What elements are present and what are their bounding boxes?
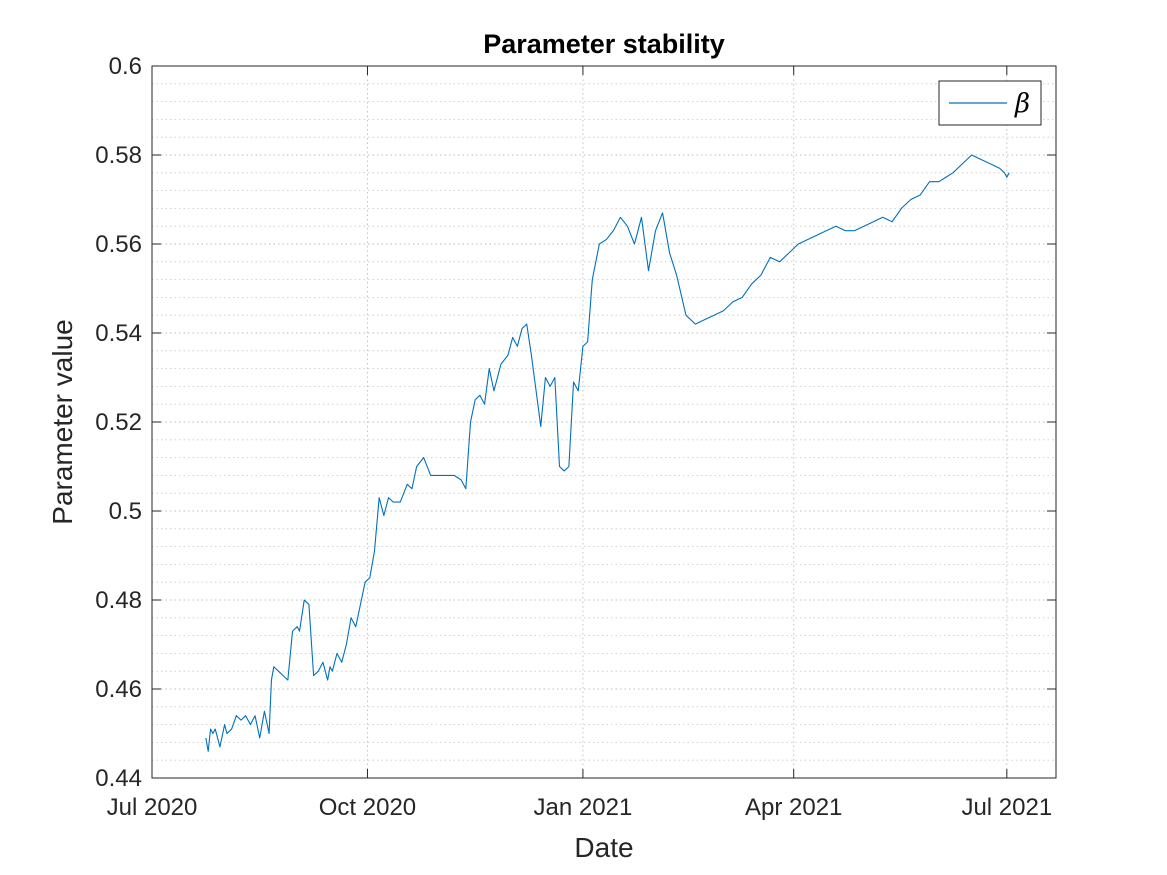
x-tick-label: Jan 2021: [534, 794, 633, 821]
y-tick-label: 0.48: [95, 587, 142, 614]
x-tick-label: Apr 2021: [745, 794, 842, 821]
y-axis-label: Parameter value: [47, 319, 78, 524]
x-tick-label: Jul 2021: [961, 794, 1052, 821]
y-tick-label: 0.6: [109, 53, 142, 80]
y-tick-label: 0.46: [95, 676, 142, 703]
plot-area: [152, 66, 1056, 778]
y-tick-label: 0.56: [95, 231, 142, 258]
axis-ticks: [151, 65, 1056, 779]
chart-title: Parameter stability: [483, 29, 725, 59]
legend: β: [938, 80, 1042, 126]
major-grid: [152, 66, 1056, 778]
series-line-beta: [205, 154, 1010, 752]
x-tick-label: Oct 2020: [319, 794, 416, 821]
y-tick-label: 0.5: [109, 498, 142, 525]
y-tick-label: 0.44: [95, 765, 142, 792]
y-tick-label: 0.58: [95, 142, 142, 169]
y-tick-label: 0.54: [95, 320, 142, 347]
tick-labels: 0.44 0.46 0.48 0.5 0.52 0.54 0.56 0.58 0.6 Jul 20…: [95, 53, 1052, 821]
data-layer: [205, 154, 1010, 752]
x-axis-label: Date: [574, 832, 633, 863]
x-tick-label: Jul 2020: [107, 794, 198, 821]
legend-label: β: [1014, 89, 1030, 119]
y-tick-label: 0.52: [95, 409, 142, 436]
